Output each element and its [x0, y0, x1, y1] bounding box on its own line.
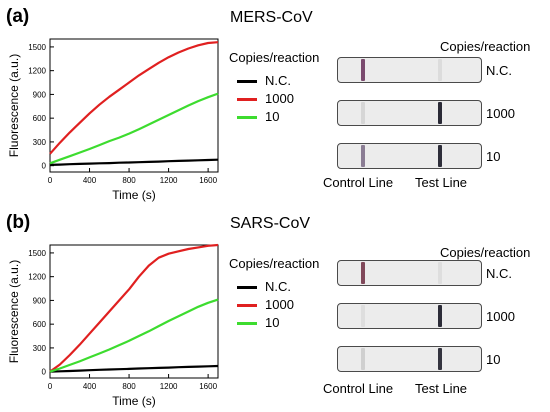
test-strip-1000	[337, 100, 482, 126]
legend-label: 10	[265, 315, 280, 330]
strip-label: 1000	[486, 309, 515, 324]
y-tick-label: 1200	[28, 67, 46, 76]
legend-label: 1000	[265, 297, 294, 312]
y-axis-label: Fluorescence (a.u.)	[7, 260, 21, 363]
series-line-nc	[49, 158, 219, 166]
strip-label: 10	[486, 352, 501, 367]
test-strip-1000	[337, 303, 482, 329]
test-line-label: Test Line	[415, 381, 468, 396]
x-tick-label: 0	[48, 382, 53, 391]
legend-swatch	[237, 304, 257, 307]
panel-label: (b)	[6, 212, 31, 233]
y-tick-label: 1500	[28, 249, 46, 258]
test-band	[438, 59, 442, 81]
fluorescence-chart: 0 400 800 1200 1600 0 300 600 900 1200 1500 Time (s…	[7, 243, 219, 408]
x-tick-label: 400	[83, 176, 97, 185]
test-strip-nc	[337, 57, 482, 83]
control-band	[361, 102, 365, 124]
x-tick-label: 1600	[199, 176, 217, 185]
x-tick-label: 800	[122, 176, 136, 185]
y-tick-label: 300	[33, 344, 47, 353]
x-axis-label: Time (s)	[112, 188, 156, 202]
legend-swatch	[237, 80, 257, 83]
test-band	[438, 145, 442, 167]
control-band	[361, 348, 365, 370]
control-band	[361, 305, 365, 327]
series-line-10	[49, 298, 219, 373]
test-band	[438, 305, 442, 327]
strips-title: Copies/reaction	[440, 245, 531, 260]
legend-swatch	[237, 116, 257, 119]
x-tick-label: 1600	[199, 382, 217, 391]
strip-label: N.C.	[486, 63, 512, 78]
test-line-label: Test Line	[415, 175, 468, 190]
legend-label: 10	[265, 109, 280, 124]
panel-sars: (b) SARS-CoV 0 400 800 1200 1600 0 300 600 900 12…	[0, 206, 550, 412]
x-tick-label: 400	[83, 382, 97, 391]
test-band	[438, 348, 442, 370]
x-tick-label: 1200	[160, 176, 178, 185]
control-band	[361, 145, 365, 167]
series-line-nc	[49, 364, 219, 373]
x-tick-label: 1200	[160, 382, 178, 391]
virus-title: SARS-CoV	[230, 215, 311, 232]
y-tick-label: 300	[33, 138, 47, 147]
x-tick-label: 800	[122, 382, 136, 391]
virus-title: MERS-CoV	[230, 9, 313, 26]
fluorescence-chart: 0 400 800 1200 1600 0 300 600 900 1200 1500 Time (s…	[7, 38, 219, 202]
panel-label: (a)	[6, 6, 30, 27]
legend-title: Copies/reaction	[229, 50, 320, 65]
legend-label: N.C.	[265, 279, 291, 294]
legend-swatch	[237, 286, 257, 289]
y-tick-label: 1200	[28, 273, 46, 282]
y-tick-label: 600	[33, 114, 47, 123]
x-axis-label: Time (s)	[112, 394, 156, 408]
plot-frame	[49, 244, 219, 379]
test-band	[438, 262, 442, 284]
strip-label: 1000	[486, 106, 515, 121]
control-band	[361, 59, 365, 81]
strip-label: 10	[486, 149, 501, 164]
y-tick-label: 900	[33, 296, 47, 305]
x-tick-label: 0	[48, 176, 53, 185]
control-line-label: Control Line	[323, 381, 394, 396]
control-line-label: Control Line	[323, 175, 394, 190]
legend-title: Copies/reaction	[229, 256, 320, 271]
legend-swatch	[237, 322, 257, 325]
legend-label: 1000	[265, 91, 294, 106]
series-line-1000	[49, 243, 219, 373]
y-tick-label: 900	[33, 90, 47, 99]
y-tick-label: 1500	[28, 43, 46, 52]
series-line-10	[49, 92, 219, 165]
plot-frame	[49, 38, 219, 173]
test-strip-nc	[337, 260, 482, 286]
y-tick-label: 600	[33, 320, 47, 329]
strips-title: Copies/reaction	[440, 39, 531, 54]
legend-swatch	[237, 98, 257, 101]
series-line-1000	[49, 41, 219, 155]
strip-label: N.C.	[486, 266, 512, 281]
test-strip-10	[337, 346, 482, 372]
control-band	[361, 262, 365, 284]
y-axis-label: Fluorescence (a.u.)	[7, 54, 21, 157]
panel-mers: (a) MERS-CoV 0 400 800 1200 1600 0 300 600 900 12…	[6, 6, 531, 202]
y-tick-label: 0	[42, 368, 47, 377]
legend-label: N.C.	[265, 73, 291, 88]
test-strip-10	[337, 143, 482, 169]
test-band	[438, 102, 442, 124]
y-tick-label: 0	[42, 162, 47, 171]
